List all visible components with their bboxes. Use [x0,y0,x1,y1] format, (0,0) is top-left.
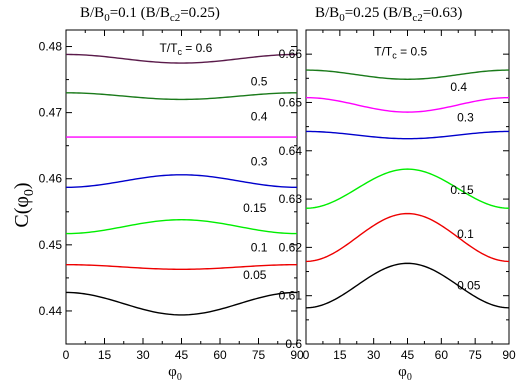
series-label-0.05: 0.05 [457,278,481,292]
x-tick-label: 0 [303,348,310,362]
series-label-0.15: 0.15 [450,183,474,197]
left-curves [65,53,298,316]
series-label-0.5: 0.5 [251,75,268,89]
series-label-0.3: 0.3 [251,155,268,169]
series-line-0.3 [306,130,509,140]
y-tick-label: 0.44 [39,304,63,318]
series-label-0.4: 0.4 [450,80,467,94]
y-tick-label: 0.47 [39,106,63,120]
y-tick-label: 0.48 [39,40,63,54]
y-tick-label: 0.64 [279,144,303,158]
y-tick-label: 0.46 [39,172,63,186]
x-tick-label: 90 [290,348,304,362]
x-tick-label: 15 [98,348,112,362]
series-label-0.15: 0.15 [243,201,267,215]
right-panel-title: B/B0=0.25 (B/Bc2=0.63) [315,5,462,24]
right-curve-labels: T/Tc = 0.5 0.4 0.3 0.15 0.1 0.05 [374,45,481,293]
right-x-axis-label: φ0 [398,364,412,383]
series-line-0.3 [65,174,298,189]
series-line-0.5 [65,92,298,101]
x-tick-label: 45 [175,348,189,362]
x-tick-label: 15 [333,348,347,362]
left-curve-labels: T/Tc = 0.6 0.5 0.4 0.3 0.15 0.1 0.05 [159,41,267,282]
y-tick-label: 0.66 [279,47,303,61]
series-line-0.4 [305,96,510,113]
x-tick-label: 60 [213,348,227,362]
series-line-0.15 [65,219,298,235]
y-tick-label: 0.65 [279,95,303,109]
right-plot-frame [305,29,510,345]
series-line-0.6 [65,53,298,64]
x-tick-label: 75 [468,348,482,362]
series-label-0.5: T/Tc = 0.5 [374,45,427,61]
series-line-0.05 [65,291,298,316]
left-axis-ticks: 0 15 30 45 60 75 90 0.44 0.45 0.46 0.47 0.48 [39,30,304,362]
right-panel: B/B0=0.25 (B/Bc2=0.63) 0 15 30 45 60 75 900.60… [279,5,516,383]
series-line-0.15 [305,168,510,209]
x-tick-label: 30 [136,348,150,362]
series-line-0.05 [305,262,510,309]
y-tick-label: 0.61 [279,289,303,303]
left-x-axis-label: φ0 [168,364,182,383]
series-label-0.6: T/Tc = 0.6 [159,41,212,57]
y-tick-label: 0.6 [285,337,302,351]
left-panel-title: B/B0=0.1 (B/Bc2=0.25) [80,5,220,24]
y-tick-label: 0.45 [39,238,63,252]
series-label-0.05: 0.05 [243,268,267,282]
left-panel: B/B0=0.1 (B/Bc2=0.25) 0 15 30 45 60 75 900.440… [39,5,304,383]
series-line-0.5 [305,69,510,80]
series-label-0.1: 0.1 [457,227,474,241]
series-label-0.1: 0.1 [251,240,268,254]
right-axis-ticks: 0 15 30 45 60 75 900.60.610.620.630.640.650.66 [279,30,516,362]
series-line-0.1 [305,212,510,263]
right-curves [305,69,510,309]
series-line-0.1 [65,263,298,270]
x-tick-label: 60 [435,348,449,362]
x-tick-label: 0 [63,348,70,362]
x-tick-label: 75 [252,348,266,362]
series-label-0.4: 0.4 [251,110,268,124]
x-tick-label: 30 [367,348,381,362]
y-tick-label: 0.62 [279,240,303,254]
x-tick-label: 90 [502,348,516,362]
y-axis-label: C(φ0) [11,182,37,227]
x-tick-label: 45 [401,348,415,362]
y-tick-label: 0.63 [279,192,303,206]
series-label-0.3: 0.3 [457,110,474,124]
